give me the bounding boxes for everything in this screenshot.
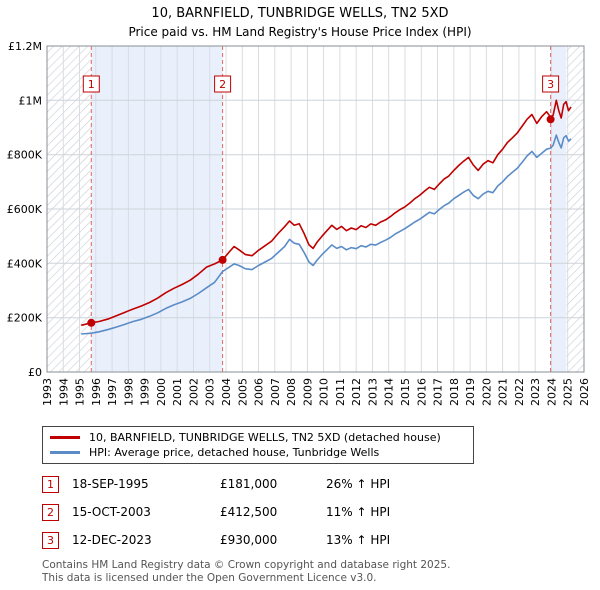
sale-date: 15-OCT-2003 (72, 505, 151, 520)
svg-text:2026: 2026 (578, 378, 591, 406)
svg-text:2015: 2015 (399, 378, 412, 406)
sale-price: £930,000 (220, 533, 278, 548)
svg-text:2017: 2017 (432, 378, 445, 406)
sale-point (218, 256, 227, 265)
svg-text:1996: 1996 (90, 378, 103, 406)
sales-table: 1 18-SEP-1995 £181,000 26% ↑ HPI 2 15-OC… (42, 470, 600, 554)
svg-text:1998: 1998 (122, 378, 135, 406)
footer: Contains HM Land Registry data © Crown c… (42, 559, 600, 585)
svg-text:2012: 2012 (350, 378, 363, 406)
sale-row-1: 1 18-SEP-1995 £181,000 26% ↑ HPI (42, 470, 600, 498)
chart-subtitle: Price paid vs. HM Land Registry's House … (128, 25, 472, 40)
svg-text:2005: 2005 (236, 378, 249, 406)
svg-text:£1M: £1M (19, 95, 43, 108)
svg-text:2010: 2010 (318, 378, 331, 406)
hpi-line-swatch (50, 451, 80, 455)
svg-text:1994: 1994 (57, 378, 70, 406)
sale-hpi-comparison: 13% ↑ HPI (326, 533, 391, 548)
sale-date: 12-DEC-2023 (72, 533, 152, 548)
svg-text:1: 1 (88, 78, 95, 91)
svg-text:2003: 2003 (204, 378, 217, 406)
plot-border (46, 45, 585, 373)
svg-text:£600K: £600K (7, 203, 43, 216)
legend-entry-property: 10, BARNFIELD, TUNBRIDGE WELLS, TN2 5XD … (50, 430, 466, 445)
svg-text:2011: 2011 (334, 378, 347, 406)
sale-date-lines (90, 46, 552, 373)
footer-line-2: This data is licensed under the Open Gov… (42, 572, 377, 585)
svg-text:2002: 2002 (188, 378, 201, 406)
svg-text:2025: 2025 (562, 378, 575, 406)
sale-marker-box (214, 75, 232, 93)
svg-text:£400K: £400K (7, 258, 43, 271)
svg-text:2020: 2020 (480, 378, 493, 406)
sale-number-badge: 2 (42, 503, 59, 521)
sale-hpi-comparison: 11% ↑ HPI (326, 505, 391, 520)
svg-text:2024: 2024 (546, 378, 559, 406)
svg-text:2018: 2018 (448, 378, 461, 406)
svg-text:1999: 1999 (139, 378, 152, 406)
sale-number-badge: 3 (42, 531, 59, 549)
property-line-swatch (50, 436, 80, 440)
property-price-line (81, 99, 572, 327)
legend-label-property: 10, BARNFIELD, TUNBRIDGE WELLS, TN2 5XD … (89, 431, 441, 445)
svg-text:2: 2 (219, 78, 226, 91)
svg-text:2008: 2008 (285, 378, 298, 406)
sale-marker-box (82, 75, 100, 93)
svg-text:£200K: £200K (7, 312, 43, 325)
chart-title: 10, BARNFIELD, TUNBRIDGE WELLS, TN2 5XD (151, 6, 449, 21)
sale-number-badge: 1 (42, 475, 59, 493)
x-axis-labels: 1993 1994 1995 1996 1997 1998 1999 2000 2001 2002… (41, 378, 591, 406)
svg-text:2019: 2019 (464, 378, 477, 406)
footer-line-1: Contains HM Land Registry data © Crown c… (42, 559, 451, 572)
legend-label-hpi: HPI: Average price, detached house, Tunb… (89, 446, 380, 460)
sale-price: £412,500 (220, 505, 278, 520)
svg-text:2007: 2007 (269, 378, 282, 406)
svg-text:2006: 2006 (253, 378, 266, 406)
sale-date: 18-SEP-1995 (72, 477, 149, 492)
svg-text:£0: £0 (28, 366, 42, 379)
svg-text:2014: 2014 (383, 378, 396, 406)
svg-text:2016: 2016 (415, 378, 428, 406)
y-axis-labels: £0 £200K £400K £600K £800K £1M £1.2M (7, 40, 43, 379)
svg-text:£1.2M: £1.2M (8, 40, 42, 53)
svg-text:1993: 1993 (41, 378, 54, 406)
sale-point (87, 319, 96, 328)
svg-text:1995: 1995 (74, 378, 87, 406)
sale-row-2: 2 15-OCT-2003 £412,500 11% ↑ HPI (42, 498, 600, 526)
chart-header: 10, BARNFIELD, TUNBRIDGE WELLS, TN2 5XD … (0, 0, 600, 40)
svg-text:1997: 1997 (106, 378, 119, 406)
hpi-line (81, 134, 572, 336)
sale-marker-box (542, 75, 560, 93)
svg-text:2021: 2021 (497, 378, 510, 406)
sale-price: £181,000 (220, 477, 278, 492)
price-chart: 1 2 3 £0 £200K £400K £600K £800K £1M £1.2M 1993 199… (0, 40, 600, 426)
svg-text:2023: 2023 (529, 378, 542, 406)
svg-text:2001: 2001 (171, 378, 184, 406)
sale-hpi-comparison: 26% ↑ HPI (326, 477, 391, 492)
svg-text:£800K: £800K (7, 149, 43, 162)
sale-row-3: 3 12-DEC-2023 £930,000 13% ↑ HPI (42, 526, 600, 554)
svg-text:3: 3 (547, 78, 554, 91)
svg-text:2000: 2000 (155, 378, 168, 406)
svg-text:2004: 2004 (220, 378, 233, 406)
svg-text:2022: 2022 (513, 378, 526, 406)
sale-point (546, 115, 555, 124)
svg-text:2009: 2009 (301, 378, 314, 406)
svg-text:2013: 2013 (367, 378, 380, 406)
chart-legend: 10, BARNFIELD, TUNBRIDGE WELLS, TN2 5XD … (42, 426, 474, 465)
legend-entry-hpi: HPI: Average price, detached house, Tunb… (50, 445, 466, 460)
